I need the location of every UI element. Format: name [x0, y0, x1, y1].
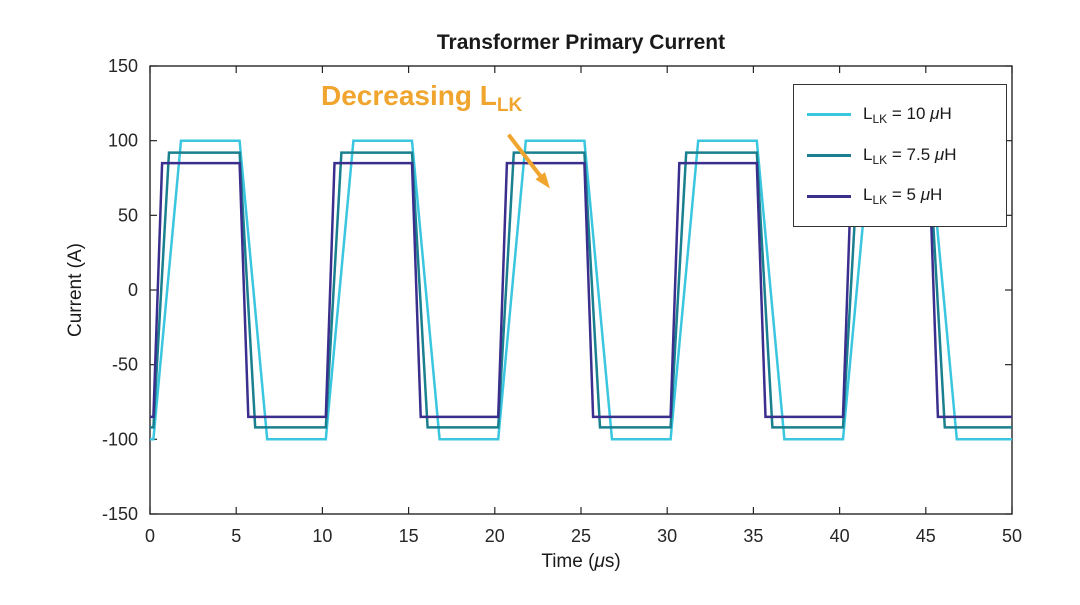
legend-label-subscript: LK — [872, 111, 888, 126]
y-tick-label: -150 — [102, 504, 138, 524]
legend-label-part: = 5 — [887, 185, 921, 205]
x-tick-label: 10 — [312, 526, 332, 546]
x-tick-label: 30 — [657, 526, 677, 546]
annotation-subscript: LK — [496, 95, 523, 116]
legend-line-sample — [807, 154, 851, 157]
legend: LLK = 10 μH LLK = 7.5 μH LLK = 5 μH — [793, 84, 1007, 227]
annotation-arrow-head — [535, 172, 550, 189]
legend-label-part: L — [863, 103, 873, 123]
legend-entry-llk-10uh: LLK = 10 μH — [794, 104, 1006, 126]
legend-label-subscript: LK — [872, 193, 888, 208]
legend-label-part: H — [930, 185, 943, 205]
series-line-2 — [150, 151, 1012, 429]
x-tick-label: 25 — [571, 526, 591, 546]
mu-symbol: μ — [930, 103, 940, 123]
legend-label-part: L — [863, 185, 873, 205]
x-tick-label: 45 — [916, 526, 936, 546]
x-axis-label-part: s) — [604, 551, 621, 572]
x-tick-label: 35 — [743, 526, 763, 546]
y-tick-label: 150 — [108, 56, 138, 76]
legend-line-sample — [807, 113, 851, 117]
legend-entry-llk-5uh: LLK = 5 μH — [794, 185, 1006, 207]
legend-label-subscript: LK — [872, 152, 888, 167]
chart-title: Transformer Primary Current — [436, 31, 726, 54]
annotation-decreasing-llk: Decreasing LLK — [321, 80, 522, 117]
legend-label: LLK = 5 μH — [863, 185, 942, 207]
x-tick-label: 0 — [145, 526, 155, 546]
y-tick-label: 100 — [108, 131, 138, 151]
legend-label-part: L — [863, 144, 873, 164]
legend-entry-llk-7p5uh: LLK = 7.5 μH — [794, 145, 1006, 167]
y-tick-label: 50 — [118, 205, 138, 225]
x-tick-label: 20 — [485, 526, 505, 546]
mu-symbol: μ — [594, 551, 605, 572]
mu-symbol: μ — [934, 144, 945, 164]
x-tick-label: 40 — [830, 526, 850, 546]
legend-label: LLK = 10 μH — [863, 104, 952, 126]
legend-label-part: H — [939, 103, 952, 123]
x-tick-label: 5 — [231, 526, 241, 546]
mu-symbol: μ — [920, 185, 931, 205]
legend-label-part: H — [944, 144, 957, 164]
legend-label-part: = 7.5 — [887, 144, 935, 164]
x-axis-label: Time (μs) — [150, 551, 1012, 573]
y-tick-label: 0 — [128, 280, 138, 300]
series-line-1 — [150, 139, 1012, 441]
series-line-3 — [150, 161, 1012, 419]
x-tick-label: 15 — [399, 526, 419, 546]
x-tick-label: 50 — [1002, 526, 1022, 546]
y-tick-label: -100 — [102, 429, 138, 449]
x-axis-label-part: Time ( — [541, 551, 595, 572]
y-axis-label: Current (A) — [65, 243, 86, 337]
legend-label-part: = 10 — [887, 103, 931, 123]
annotation-text: Decreasing L — [321, 80, 497, 111]
legend-line-sample — [807, 194, 851, 198]
legend-label: LLK = 7.5 μH — [863, 145, 957, 167]
y-tick-label: -50 — [112, 355, 138, 375]
annotation-arrow-shaft — [507, 133, 546, 182]
